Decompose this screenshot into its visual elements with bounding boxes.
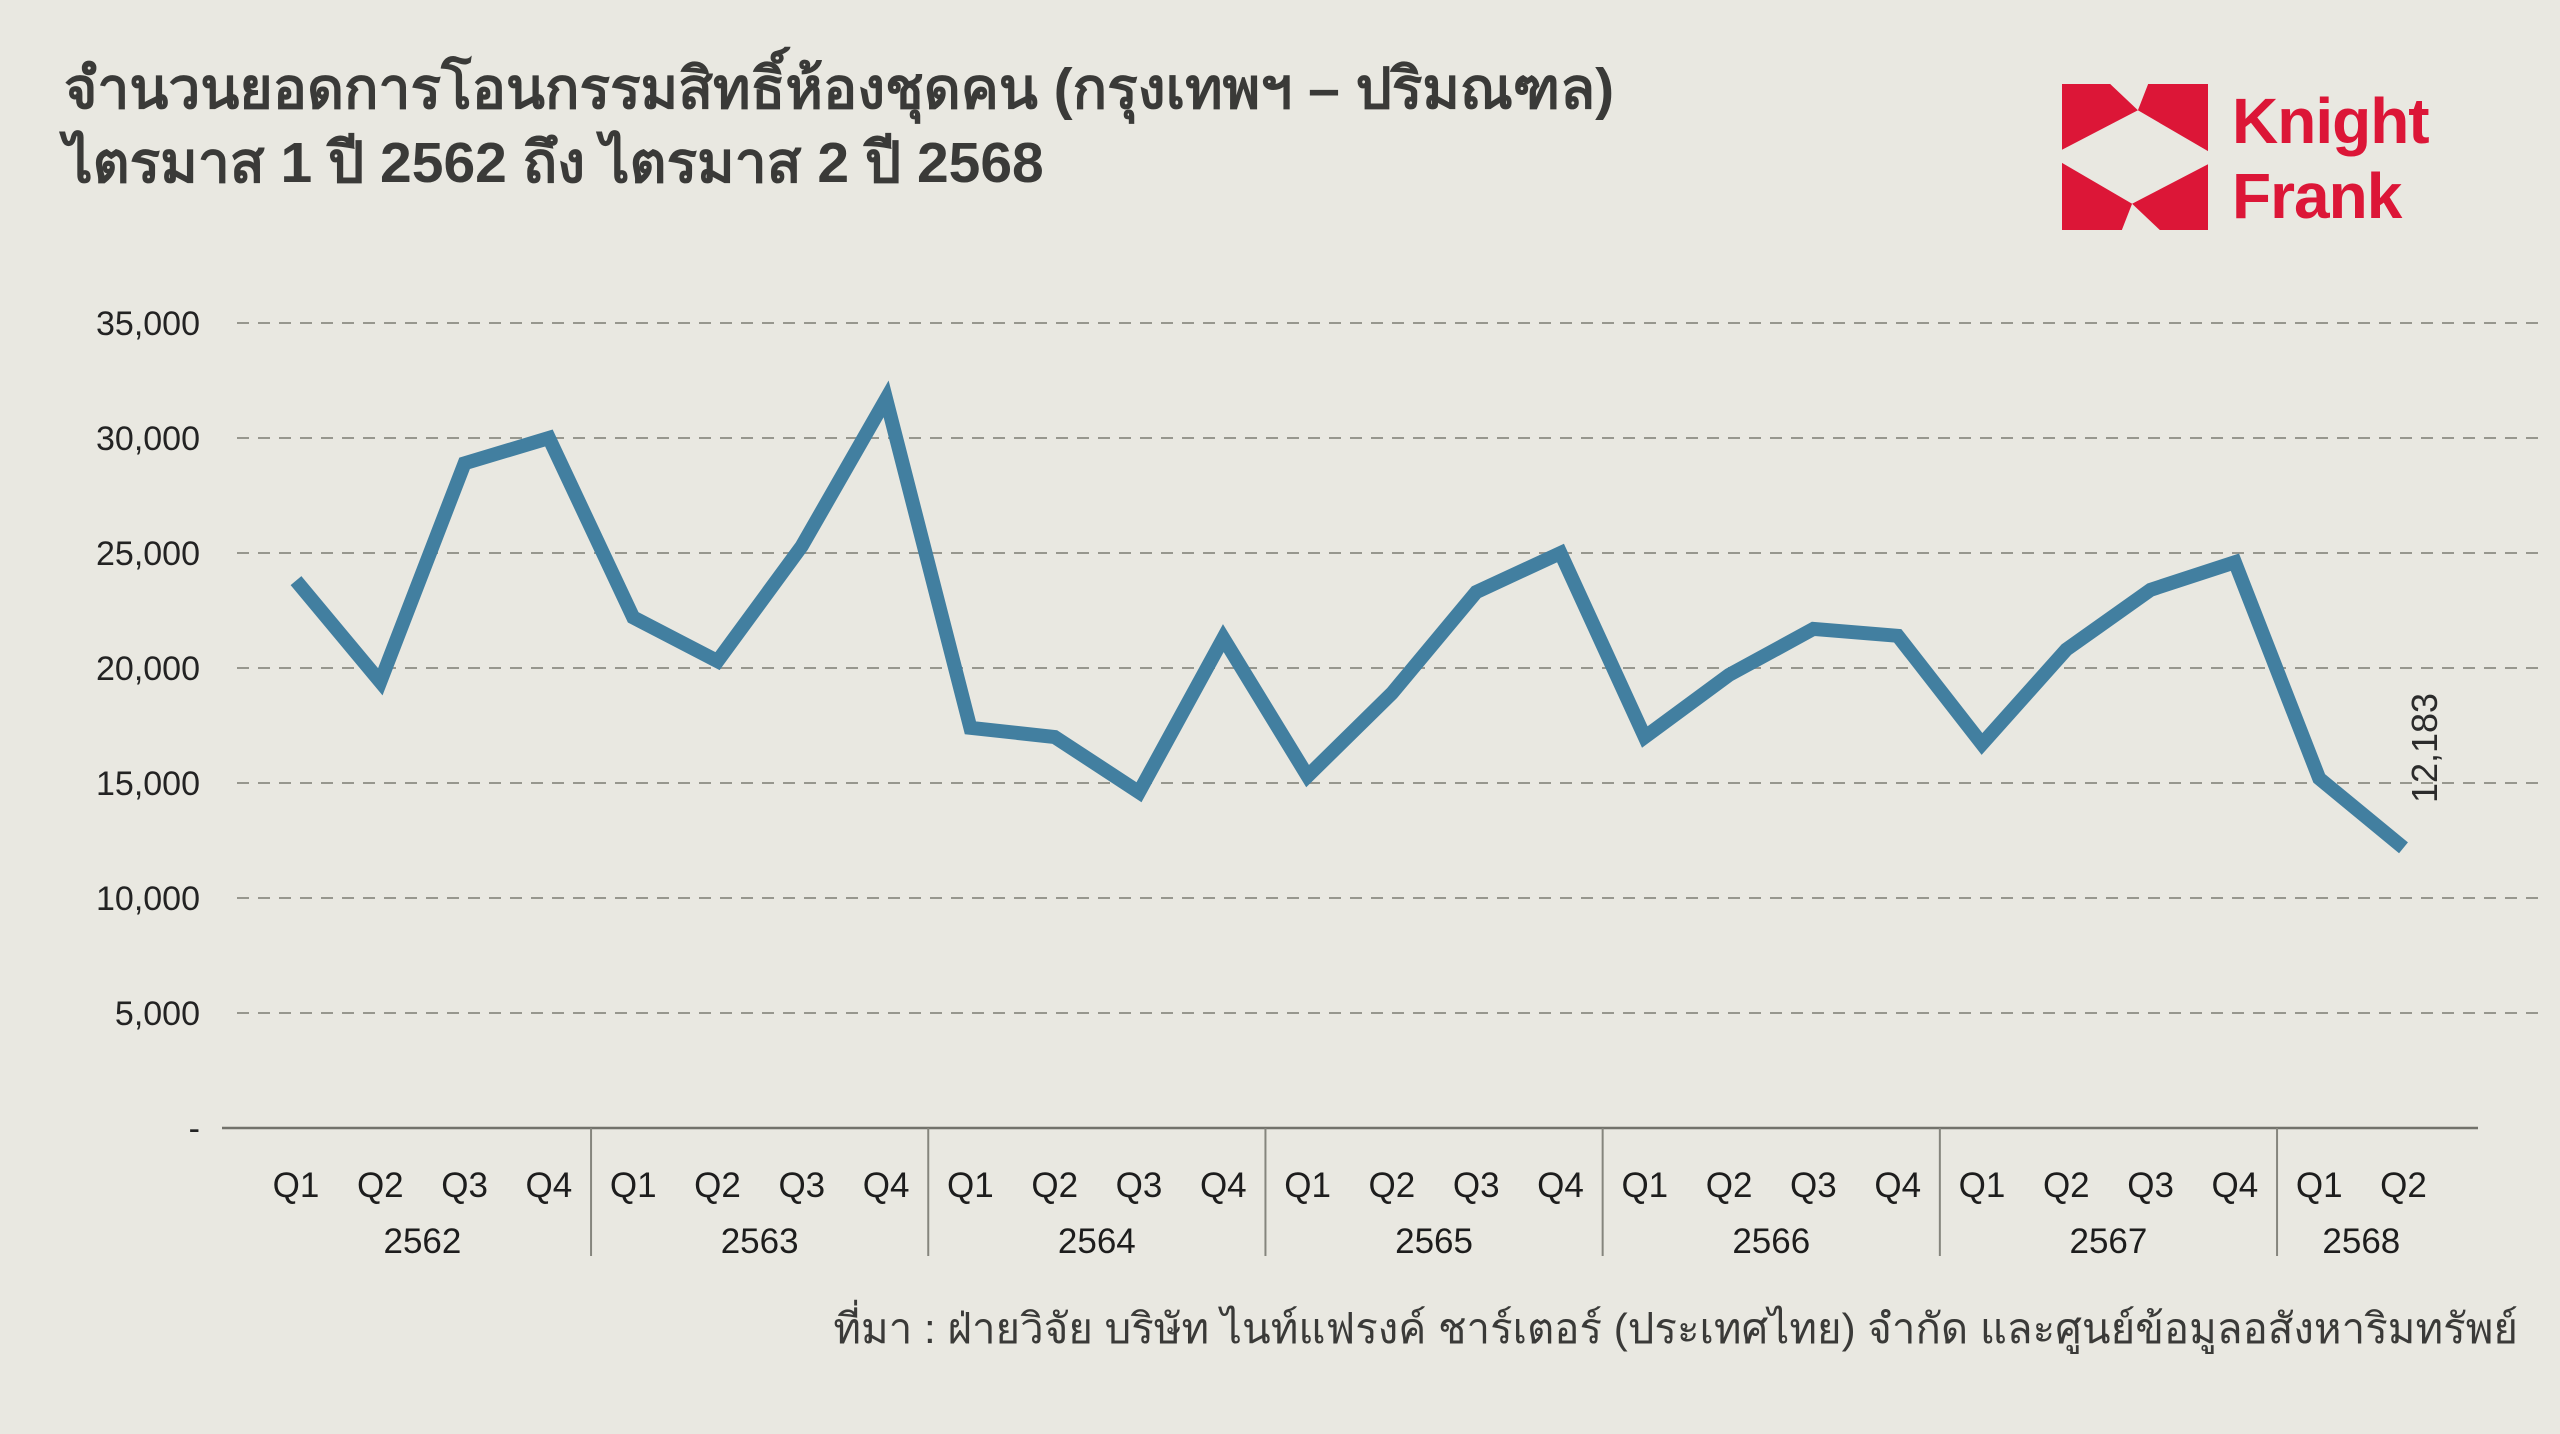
x-tick-label-2562-Q3: Q3: [441, 1166, 488, 1205]
logo-text-knight: Knight: [2232, 85, 2430, 157]
logo-mark-bottom-left: [2062, 162, 2133, 230]
knight-frank-logo: Knight Frank: [2060, 84, 2430, 234]
year-label-2566: 2566: [1732, 1222, 1810, 1261]
x-tick-label-2566-Q1: Q1: [1621, 1166, 1668, 1205]
x-tick-label-2567-Q1: Q1: [1959, 1166, 2006, 1205]
source-note: ที่มา : ฝ่ายวิจัย บริษัท ไนท์แฟรงค์ ชาร์…: [833, 1305, 2518, 1352]
year-label-2562: 2562: [384, 1222, 462, 1261]
x-tick-label-2563-Q3: Q3: [778, 1166, 825, 1205]
x-tick-label-2562-Q2: Q2: [357, 1166, 404, 1205]
logo-text-frank: Frank: [2232, 160, 2402, 232]
x-tick-label-2567-Q3: Q3: [2127, 1166, 2174, 1205]
logo-mark-bottom-right: [2132, 164, 2208, 230]
knight-frank-logo-text: Knight Frank: [2232, 84, 2430, 234]
logo-mark-top-left: [2062, 84, 2138, 150]
y-axis-label-0: -: [189, 1110, 200, 1148]
x-tick-label-2568-Q1: Q1: [2296, 1166, 2343, 1205]
y-axis-label-30000: 30,000: [96, 420, 200, 458]
x-tick-label-2565-Q3: Q3: [1453, 1166, 1500, 1205]
x-tick-label-2566-Q3: Q3: [1790, 1166, 1837, 1205]
year-label-2564: 2564: [1058, 1222, 1136, 1261]
x-tick-label-2562-Q4: Q4: [526, 1166, 573, 1205]
y-axis-label-25000: 25,000: [96, 535, 200, 573]
x-tick-label-2567-Q4: Q4: [2212, 1166, 2259, 1205]
chart-title-line2: ไตรมาส 1 ปี 2562 ถึง ไตรมาส 2 ปี 2568: [64, 131, 1044, 195]
y-axis-label-35000: 35,000: [96, 305, 200, 343]
x-tick-label-2567-Q2: Q2: [2043, 1166, 2090, 1205]
year-label-2568: 2568: [2322, 1222, 2400, 1261]
x-tick-label-2566-Q2: Q2: [1706, 1166, 1753, 1205]
logo-mark-top-right: [2137, 84, 2208, 152]
x-tick-label-2564-Q1: Q1: [947, 1166, 994, 1205]
knight-frank-logo-icon: [2062, 84, 2208, 230]
x-tick-label-2563-Q2: Q2: [694, 1166, 741, 1205]
x-tick-label-2563-Q1: Q1: [610, 1166, 657, 1205]
year-label-2567: 2567: [2070, 1222, 2148, 1261]
chart-title-line1: จำนวนยอดการโอนกรรมสิทธิ์ห้องชุดคน (กรุงเ…: [64, 57, 1615, 121]
y-axis-label-5000: 5,000: [115, 995, 200, 1033]
x-tick-label-2566-Q4: Q4: [1874, 1166, 1921, 1205]
chart-title: จำนวนยอดการโอนกรรมสิทธิ์ห้องชุดคน (กรุงเ…: [64, 52, 1614, 200]
y-axis-label-10000: 10,000: [96, 880, 200, 918]
x-tick-label-2565-Q1: Q1: [1284, 1166, 1331, 1205]
x-tick-label-2564-Q3: Q3: [1116, 1166, 1163, 1205]
year-label-2565: 2565: [1395, 1222, 1473, 1261]
x-tick-label-2562-Q1: Q1: [273, 1166, 320, 1205]
data-line: [290, 380, 2408, 854]
x-tick-label-2563-Q4: Q4: [863, 1166, 910, 1205]
x-tick-label-2564-Q2: Q2: [1031, 1166, 1078, 1205]
end-value-label: 12,183: [2404, 693, 2445, 803]
x-tick-label-2565-Q4: Q4: [1537, 1166, 1584, 1205]
x-tick-label-2568-Q2: Q2: [2380, 1166, 2427, 1205]
x-tick-label-2565-Q2: Q2: [1369, 1166, 1416, 1205]
y-axis-label-20000: 20,000: [96, 650, 200, 688]
x-tick-label-2564-Q4: Q4: [1200, 1166, 1247, 1205]
y-axis-label-15000: 15,000: [96, 765, 200, 803]
year-label-2563: 2563: [721, 1222, 799, 1261]
